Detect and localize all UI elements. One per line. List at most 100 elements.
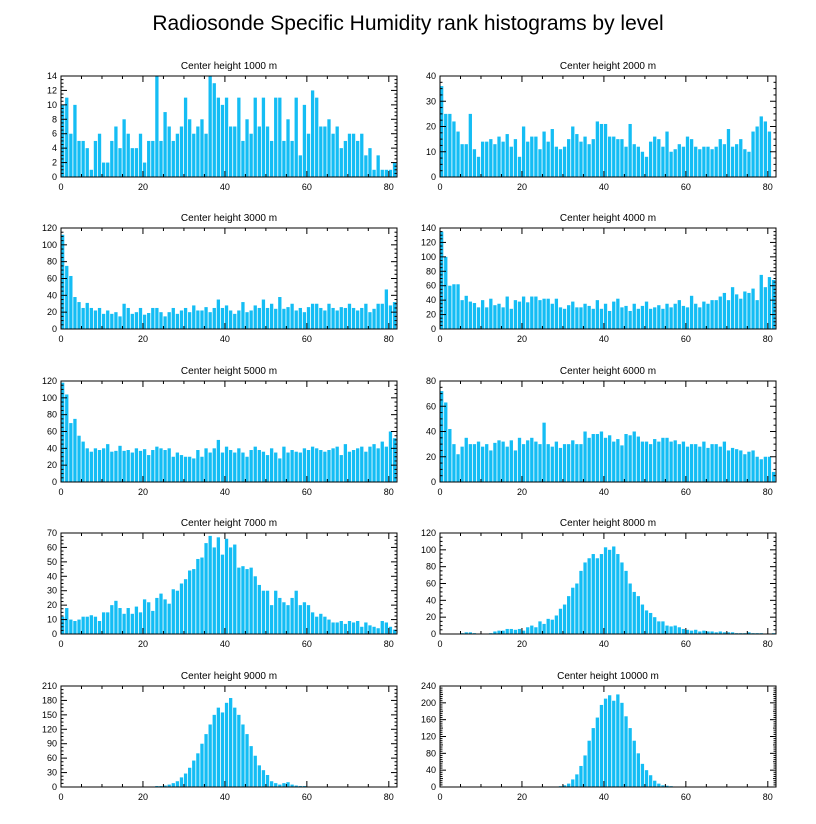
panel-5-bar [245, 456, 249, 482]
panel-4-bar [497, 303, 501, 329]
panel-7-bar [85, 616, 89, 634]
panel-6-bar [501, 441, 505, 482]
panel-6-bar [620, 445, 624, 482]
panel-9-bar [196, 753, 200, 787]
panel-9-bar [171, 783, 175, 787]
panel-3-bar [114, 312, 118, 329]
panel-7-bar [290, 597, 294, 634]
panel-5-bar [151, 450, 155, 482]
panel-4-bar [591, 308, 595, 329]
panel-10-bar [632, 740, 636, 787]
panel-10-bar [644, 770, 649, 787]
panel-1-bar [163, 112, 167, 177]
panel-1-bar [110, 140, 114, 177]
panel-5-bar [159, 448, 163, 482]
panel-3-bar [138, 307, 143, 329]
panel-9-bar [274, 783, 278, 787]
panel-5: Center height 5000 m 0 20 40 60 80 0 20 40 60 80 10… [42, 366, 398, 497]
panel-8-bar [538, 621, 542, 635]
panel-5-bar [175, 452, 180, 482]
panel-10-bar [665, 785, 669, 787]
panel-9-y-tick-label: 150 [42, 710, 57, 720]
panel-7-bar [282, 602, 286, 634]
panel-7-y-tick-label: 30 [47, 586, 57, 596]
panel-8-bar [702, 630, 706, 634]
panel-6-bar [653, 439, 657, 482]
panel-9-bar [229, 698, 233, 787]
panel-7-bar [237, 567, 241, 634]
panel-2-bar [464, 144, 468, 177]
panel-8-bar [554, 615, 559, 634]
panel-5-y-tick-label: 80 [47, 410, 57, 420]
panel-5-bar [327, 450, 331, 482]
panel-9-bar [257, 765, 261, 787]
panel-4-bar [751, 288, 755, 329]
panel-9-bar [220, 712, 225, 787]
panel-2-bar [730, 146, 735, 177]
panel-4-bar [689, 295, 694, 329]
panel-2-bar [714, 146, 718, 177]
panel-3-bar [294, 310, 298, 329]
panel-9-bar [204, 734, 208, 787]
panel-4-y-tick-label: 60 [426, 281, 436, 291]
panel-7-bar [138, 612, 143, 634]
panel-5-title: Center height 5000 m [181, 366, 277, 377]
panel-1-bar [155, 76, 159, 177]
panel-5-bar [261, 451, 266, 482]
panel-6-bar [722, 441, 727, 482]
panel-8-bar [587, 558, 591, 634]
panel-2-bar [636, 146, 640, 177]
panel-5-bar [368, 446, 372, 482]
panel-10-bar [616, 694, 620, 787]
panel-9-bar [224, 702, 229, 787]
panel-5-bar [118, 445, 122, 482]
panel-2-bar [579, 141, 583, 177]
panel-9-bar [200, 743, 204, 787]
panel-3-bar [208, 312, 212, 329]
panel-2-bar [554, 146, 559, 177]
panel-9-y-tick-label: 30 [47, 768, 57, 778]
panel-6-bar [755, 456, 759, 482]
panel-6-bar [456, 454, 460, 482]
panel-1-x-tick-label: 0 [58, 182, 63, 192]
panel-6-bar [751, 450, 755, 482]
panel-2-x-tick-label: 20 [517, 182, 527, 192]
panel-4-bar [538, 300, 542, 329]
panel-2-bar [505, 134, 509, 177]
panel-3-y-tick-label: 0 [52, 324, 57, 334]
panel-7-bar [306, 605, 311, 634]
panel-7-bar [159, 593, 163, 634]
panel-2-bar [751, 131, 755, 177]
panel-5-bar [392, 438, 397, 482]
panel-6-bar [550, 446, 554, 482]
panel-3-x-tick-label: 20 [138, 334, 148, 344]
panel-1-bar [114, 126, 118, 177]
panel-3-y-tick-label: 60 [47, 274, 57, 284]
panel-3-bar [364, 303, 368, 329]
panel-4-bars [440, 231, 776, 329]
panel-5-bar [65, 394, 69, 482]
panel-4-bar [648, 308, 653, 329]
panel-4-bar [542, 298, 546, 329]
panel-4-bar [706, 303, 710, 329]
panel-2-bar [653, 136, 657, 177]
panel-2-bar [530, 136, 534, 177]
panel-1-bar [302, 104, 307, 177]
panel-3-x-tick-label: 0 [58, 334, 63, 344]
panel-8-bar [673, 625, 677, 634]
panel-5-bar [290, 450, 294, 482]
panel-7-bar [126, 608, 130, 634]
panel-4-bar [681, 305, 686, 329]
panel-2-bar [440, 86, 444, 177]
panel-1-bar [65, 97, 69, 177]
panel-1-bar [73, 104, 77, 177]
panel-6-title: Center height 6000 m [560, 366, 656, 377]
panel-7-bar [265, 590, 270, 634]
panel-4-bar [505, 296, 509, 329]
panel-5-bar [179, 455, 184, 482]
panel-2-bar [526, 141, 530, 177]
panel-2-bar [542, 131, 546, 177]
panel-1-bar [310, 90, 315, 177]
panel-5-bar [69, 423, 73, 482]
panel-2-bar [648, 141, 653, 177]
